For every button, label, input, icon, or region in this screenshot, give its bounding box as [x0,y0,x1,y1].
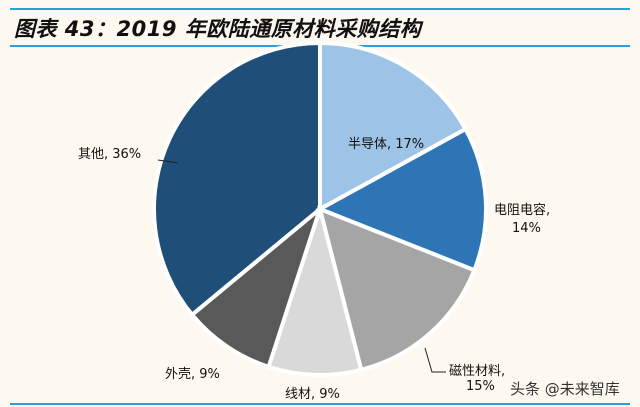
pie-slice-1 [315,126,488,273]
leader-line-magnetic [424,347,446,373]
label-other: 其他, 36% [78,147,142,162]
label-magnetic-value: 15% [466,379,495,394]
pie-slice-0 [318,40,469,213]
bottom-rule [10,403,630,405]
pie-slice-2 [317,205,477,373]
label-resistor-capacitor-name: 电阻电容, [494,203,551,218]
watermark: 头条 @未来智库 [510,380,620,398]
label-semiconductor: 半导体, 17% [348,137,425,152]
top-rule [10,8,630,10]
label-resistor-capacitor-value: 14% [512,221,541,236]
label-housing: 外壳, 9% [165,367,220,382]
pie-slice-5 [152,40,322,318]
label-magnetic-name: 磁性材料, [449,364,506,379]
leader-line-other [157,159,179,164]
label-wire: 线材, 9% [285,387,340,402]
chart-title: 图表 43：2019 年欧陆通原材料采购结构 [14,17,422,41]
